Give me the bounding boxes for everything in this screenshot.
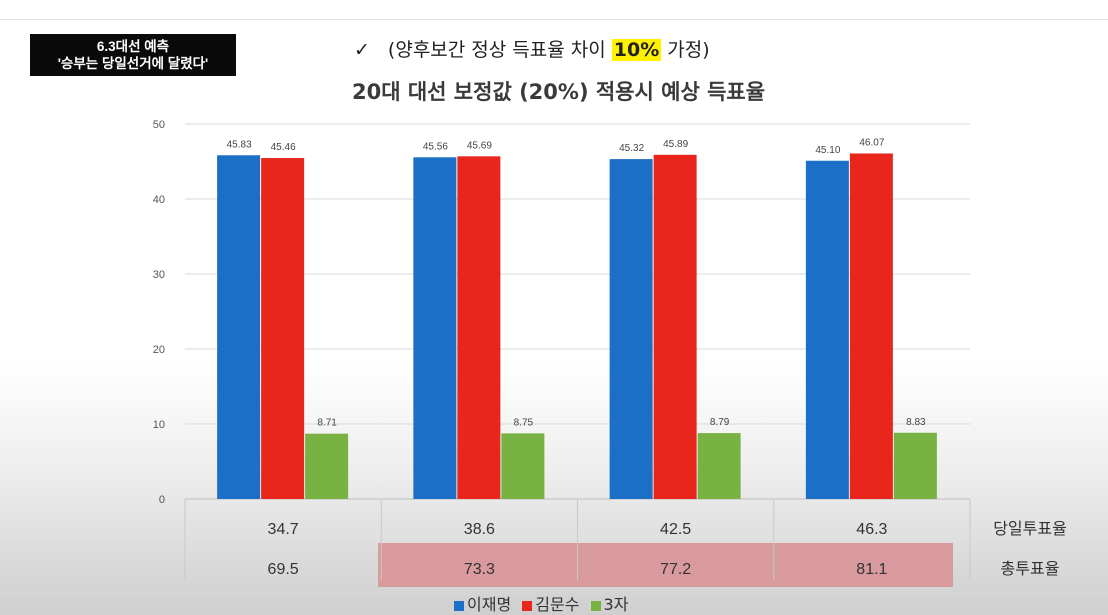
top-divider-line — [0, 19, 1108, 20]
bar-1-4 — [805, 160, 849, 499]
data-label: 45.89 — [663, 139, 688, 150]
data-label: 46.07 — [859, 137, 884, 148]
y-tick-label: 50 — [153, 119, 165, 131]
legend-label-2: 김문수 — [535, 595, 580, 614]
y-tick-label: 30 — [153, 269, 165, 281]
data-label: 45.32 — [619, 143, 644, 154]
legend-item-2: 김문수 — [522, 595, 579, 614]
bar-2-2 — [457, 156, 501, 499]
bar-2-1 — [261, 158, 305, 500]
data-label: 45.83 — [227, 139, 252, 150]
table-cell: 69.5 — [268, 561, 299, 578]
y-tick-label: 0 — [159, 494, 165, 506]
y-tick-label: 10 — [153, 419, 165, 431]
table-cell: 46.3 — [856, 521, 887, 538]
legend-label-3: 3자 — [603, 595, 629, 614]
table-cell: 42.5 — [660, 521, 691, 538]
table-cell: 81.1 — [856, 561, 887, 578]
bar-2-4 — [849, 153, 893, 499]
check-icon: ✓ — [354, 39, 370, 61]
table-cell: 77.2 — [660, 561, 691, 578]
data-label: 45.69 — [467, 140, 492, 151]
legend-item-1: 이재명 — [454, 595, 511, 614]
data-label: 45.10 — [815, 145, 840, 156]
badge-line-2: '승부는 당일선거에 달렸다' — [57, 56, 209, 71]
y-tick-label: 20 — [153, 344, 165, 356]
subtitle-prefix: (양후보간 정상 득표율 차이 — [387, 39, 612, 61]
data-label: 45.46 — [271, 142, 296, 153]
legend-swatch-3 — [590, 600, 601, 611]
legend-label-1: 이재명 — [467, 595, 512, 614]
table-cell: 34.7 — [268, 521, 299, 538]
highlight-band — [378, 543, 953, 587]
bar-2-3 — [653, 154, 697, 499]
bar-3-3 — [697, 433, 741, 499]
data-label: 8.75 — [514, 417, 534, 428]
bar-1-3 — [609, 159, 653, 499]
legend-swatch-1 — [454, 600, 464, 611]
bar-3-2 — [501, 433, 545, 499]
table-cell: 73.3 — [464, 561, 495, 578]
table-row-label: 총투표율 — [1001, 559, 1060, 578]
legend-swatch-2 — [522, 600, 533, 611]
data-label: 8.71 — [317, 418, 337, 429]
bar-1-2 — [413, 157, 457, 500]
badge-line-1: 6.3대선 예측 — [96, 39, 170, 54]
table-cell: 38.6 — [464, 521, 495, 538]
y-tick-label: 40 — [153, 194, 165, 206]
bar-3-1 — [305, 433, 349, 499]
assumption-subtitle: ✓ (양후보간 정상 득표율 차이 10% 가정) — [354, 35, 710, 62]
bar-3-4 — [893, 432, 937, 499]
topic-badge: 6.3대선 예측 '승부는 당일선거에 달렸다' — [30, 34, 236, 76]
data-label: 45.56 — [423, 141, 448, 152]
table-row-label: 당일투표율 — [993, 519, 1067, 538]
subtitle-suffix: 가정) — [661, 39, 710, 61]
legend-item-3: 3자 — [590, 595, 629, 614]
bar-1-1 — [217, 155, 261, 499]
chart-legend: 이재명 김문수 3자 — [454, 591, 634, 615]
data-label: 8.79 — [710, 417, 730, 428]
data-label: 8.83 — [906, 417, 926, 428]
subtitle-highlight: 10% — [611, 39, 662, 61]
chart-title: 20대 대선 보정값 (20%) 적용시 예상 득표율 — [352, 80, 766, 104]
